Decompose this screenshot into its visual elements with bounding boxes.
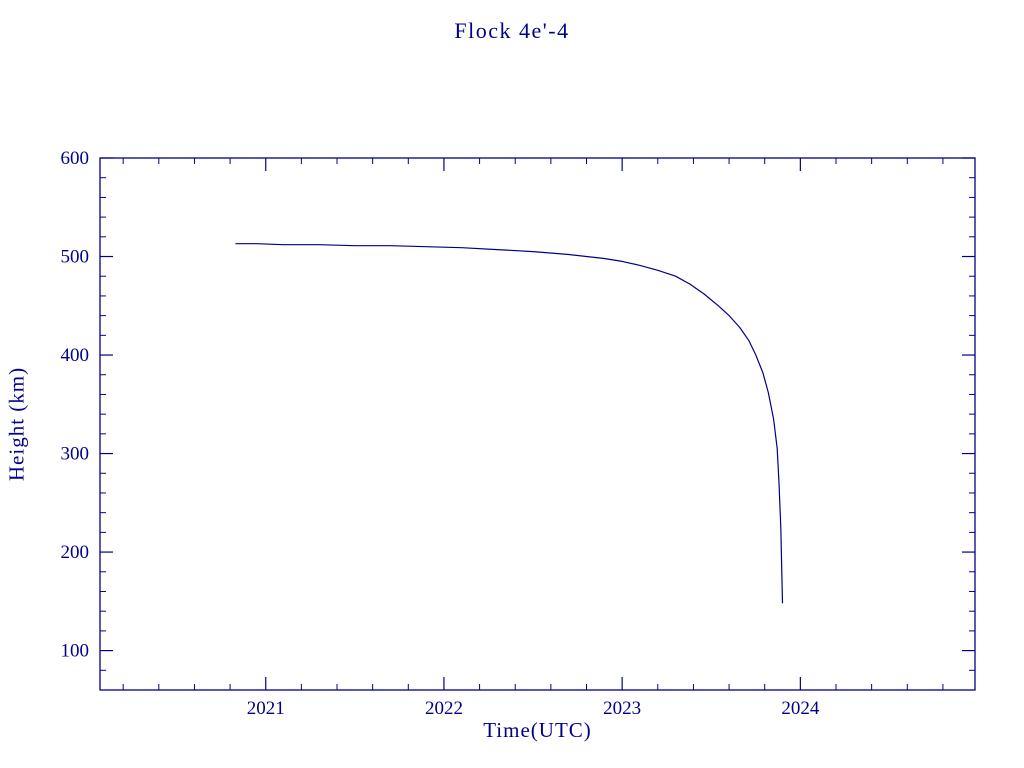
x-tick-label: 2022 xyxy=(425,698,463,719)
x-axis-label: Time(UTC) xyxy=(483,718,592,742)
y-tick-label: 100 xyxy=(61,641,90,662)
chart-title: Flock 4e'-4 xyxy=(454,18,570,43)
x-tick-label: 2021 xyxy=(247,698,285,719)
plot-frame xyxy=(99,157,976,691)
y-tick-label: 300 xyxy=(61,444,90,465)
x-tick-label: 2024 xyxy=(781,698,820,719)
decay-curve xyxy=(235,243,784,604)
y-tick-label: 500 xyxy=(61,247,90,268)
y-tick-label: 600 xyxy=(61,148,90,169)
y-tick-label: 200 xyxy=(61,542,90,563)
y-tick-label: 400 xyxy=(61,345,90,366)
x-tick-label: 2023 xyxy=(603,698,641,719)
